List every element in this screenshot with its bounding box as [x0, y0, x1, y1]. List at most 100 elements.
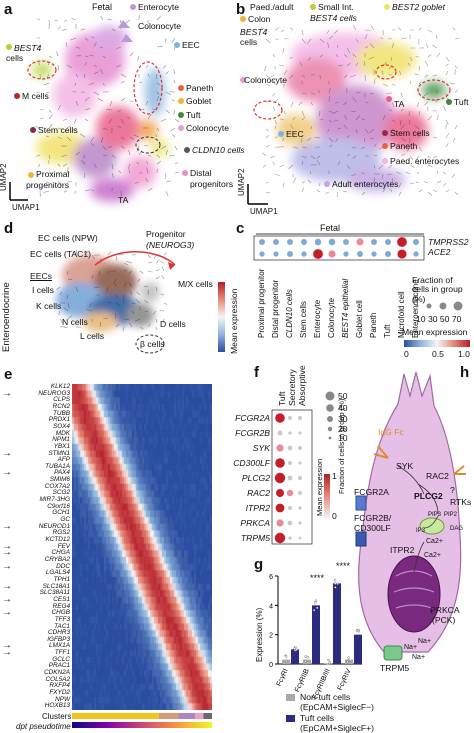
g-ylabel: Expression (%)	[256, 608, 264, 662]
g-bar	[333, 583, 341, 664]
c-column-label: Enterocyte	[314, 300, 322, 338]
h-label-cd300lf: CD300LF	[354, 524, 391, 533]
f-colorbar	[324, 474, 330, 518]
velocity-arrow	[453, 138, 455, 143]
label-tuft: Tuft	[186, 111, 201, 120]
velocity-arrow	[139, 82, 142, 83]
f-dot	[298, 446, 302, 450]
velocity-arrow	[266, 135, 269, 138]
g-y-tick-label: 0	[269, 662, 273, 669]
h-label-rtks: RTKs	[450, 498, 471, 507]
label-paed-adult: Paed./adult	[250, 3, 293, 12]
velocity-arrow	[371, 26, 374, 30]
velocity-arrow	[118, 170, 121, 173]
label-ta-b: TA	[394, 100, 404, 109]
velocity-arrow	[58, 65, 59, 70]
f-dot	[276, 519, 283, 526]
label-best4-b-cells: cells	[240, 38, 257, 47]
velocity-arrow	[166, 110, 170, 113]
g-point	[294, 646, 296, 648]
label-paneth: Paneth	[186, 84, 213, 93]
velocity-arrow	[172, 134, 175, 137]
f-dot	[298, 476, 302, 480]
velocity-arrow	[49, 110, 52, 113]
dotplot-dot	[287, 251, 293, 257]
velocity-arrow	[98, 99, 103, 101]
h-label-ca-1: Ca2+	[426, 538, 443, 545]
velocity-arrow	[64, 191, 67, 192]
g-point	[285, 655, 287, 657]
velocity-arrow	[453, 27, 455, 30]
dotplot-dot	[259, 251, 264, 256]
velocity-arrow	[166, 92, 171, 95]
legend-dot-best4	[6, 44, 12, 50]
dotplot-dot	[397, 237, 407, 247]
legend-dot-smallint	[310, 4, 316, 10]
h-label-rac2: RAC2	[426, 472, 449, 481]
velocity-arrow	[455, 90, 458, 93]
d-label-l-cells: L cells	[80, 332, 104, 341]
h-label-ca-2: Ca2+	[424, 552, 441, 559]
velocity-arrow	[273, 54, 275, 57]
velocity-arrow	[428, 116, 432, 120]
velocity-arrow	[146, 65, 148, 68]
velocity-arrow	[325, 192, 329, 194]
velocity-arrow	[137, 56, 139, 61]
d-label-neurog3: (NEUROG3)	[146, 241, 194, 250]
velocity-arrow	[446, 57, 449, 61]
velocity-arrow	[266, 192, 270, 193]
velocity-arrow	[299, 102, 302, 105]
d-label-beta-cells: β cells	[140, 340, 165, 349]
h-label-plcg2: PLCG2	[414, 492, 443, 501]
f-dot	[288, 461, 292, 465]
velocity-arrow	[85, 119, 88, 121]
e-arrow-icon: →	[2, 648, 12, 658]
velocity-arrow	[156, 270, 160, 271]
dotplot-dot	[273, 251, 278, 256]
g-x-tick-label: FcγRIIB	[294, 668, 311, 694]
velocity-arrow	[56, 51, 58, 56]
velocity-arrow	[337, 192, 338, 197]
velocity-arrow	[419, 66, 420, 71]
velocity-arrow	[75, 191, 76, 194]
panel-label-e: e	[4, 366, 12, 383]
dotplot-dot	[357, 251, 363, 257]
velocity-arrow	[419, 28, 421, 30]
velocity-arrow	[148, 271, 152, 272]
velocity-arrow	[273, 106, 275, 111]
umap-b-xaxis: UMAP1	[250, 208, 278, 216]
velocity-arrow	[137, 279, 140, 282]
c-mean-title: Mean expression	[402, 328, 467, 337]
g-point	[328, 659, 330, 661]
velocity-arrow	[123, 327, 124, 331]
d-label-i-cells: I cells	[32, 286, 54, 295]
velocity-arrow	[455, 125, 457, 129]
velocity-arrow	[273, 93, 275, 96]
g-bar	[291, 649, 299, 664]
velocity-arrow	[174, 80, 175, 83]
f-dot	[298, 521, 301, 524]
dotplot-dot	[413, 251, 418, 256]
velocity-arrow	[425, 75, 428, 77]
velocity-arrow	[108, 251, 111, 255]
g-point	[304, 660, 306, 662]
f-dot	[298, 431, 301, 434]
g-x-tick-label: FcγRI	[276, 668, 290, 688]
velocity-arrow	[437, 53, 440, 57]
velocity-arrow	[279, 65, 284, 66]
velocity-arrow	[174, 69, 175, 74]
g-point	[315, 600, 317, 602]
velocity-arrow	[446, 190, 449, 192]
velocity-arrow	[40, 118, 43, 119]
f-dot	[298, 506, 301, 509]
e-clusters-bar	[72, 713, 212, 719]
legend-dot-stem	[30, 127, 36, 133]
e-pseudotime-bar	[72, 722, 212, 728]
c-column-label: Distal progenitor	[272, 280, 280, 338]
h-label-fcgr2b: FCGR2B/	[354, 514, 391, 523]
c-column-label: BEST4 epithelial	[342, 279, 350, 338]
d-label-mx-cells: M/X cells	[178, 280, 213, 289]
d-label-n-cells: N cells	[62, 318, 88, 327]
label-colonocyte: Colonocyte	[186, 124, 229, 133]
